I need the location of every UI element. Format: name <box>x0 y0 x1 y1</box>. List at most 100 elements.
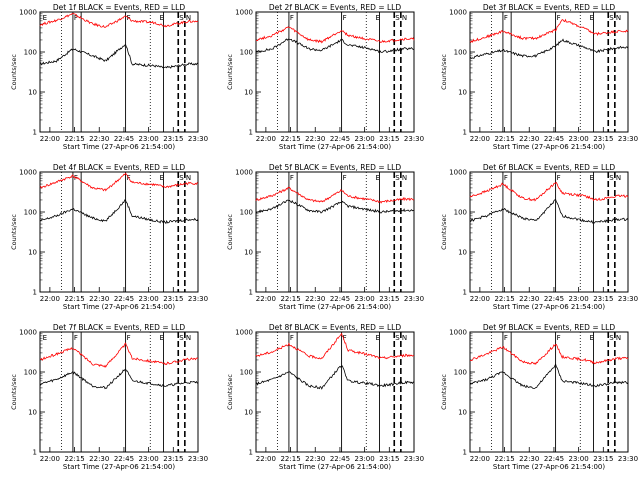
y-axis-label: Counts/sec <box>226 214 234 250</box>
y-tick-label: 100 <box>240 49 253 57</box>
event-marker: E <box>160 334 164 342</box>
event-marker: E <box>376 174 380 182</box>
detector-chart-9: Det 9f BLACK = Events, RED = LLD 1 10 100 10… <box>440 323 638 471</box>
plot-frame <box>255 11 415 133</box>
y-axis-label: Counts/sec <box>226 54 234 90</box>
x-axis-label: Start Time (27-Apr-06 21:54:00) <box>63 303 175 311</box>
event-marker: N <box>616 14 621 22</box>
chart-title: Det 5f BLACK = Events, RED = LLD <box>269 163 402 172</box>
x-tick-label: 22:15 <box>494 135 514 143</box>
y-axis-label: Counts/sec <box>10 54 18 90</box>
plot-frame <box>255 331 415 453</box>
chart-title: Det 9f BLACK = Events, RED = LLD <box>483 323 616 332</box>
y-tick-label: 1000 <box>235 329 253 337</box>
x-axis-label: Start Time (27-Apr-06 21:54:00) <box>279 303 391 311</box>
detector-chart-5: Det 5f BLACK = Events, RED = LLD 1 10 100 10… <box>226 163 424 311</box>
y-tick-label: 10 <box>244 409 253 417</box>
y-tick-label: 1000 <box>449 329 467 337</box>
events-series-line <box>255 199 415 214</box>
x-tick-label: 22:45 <box>544 135 564 143</box>
x-tick-label: 22:30 <box>305 295 325 303</box>
x-tick-label: 23:30 <box>188 295 208 303</box>
x-tick-label: 23:30 <box>404 455 424 463</box>
x-tick-label: 22:30 <box>519 455 539 463</box>
y-tick-label: 1000 <box>19 9 37 17</box>
events-series-line <box>255 365 415 390</box>
y-tick-label: 100 <box>240 209 253 217</box>
x-tick-label: 23:00 <box>139 455 159 463</box>
y-tick-label: 10 <box>28 89 37 97</box>
plot-frame <box>39 171 199 293</box>
x-tick-label: 22:15 <box>64 455 84 463</box>
events-series-line <box>469 362 629 390</box>
x-tick-label: 22:45 <box>114 135 134 143</box>
x-tick-label: 23:15 <box>593 135 613 143</box>
detector-chart-3: Det 3f BLACK = Events, RED = LLD 1 10 100 10… <box>440 3 638 151</box>
x-tick-label: 22:00 <box>40 455 60 463</box>
x-tick-label: 22:30 <box>89 455 109 463</box>
x-axis-label: Start Time (27-Apr-06 21:54:00) <box>493 463 605 471</box>
y-tick-label: 100 <box>24 369 37 377</box>
x-tick-label: 22:30 <box>519 135 539 143</box>
x-tick-label: 23:00 <box>355 295 375 303</box>
y-tick-label: 10 <box>244 89 253 97</box>
x-tick-label: 23:00 <box>569 135 589 143</box>
y-tick-label: 1 <box>463 449 467 457</box>
x-tick-label: 23:15 <box>163 135 183 143</box>
detector-chart-4: Det 4f BLACK = Events, RED = LLD 1 10 100 10… <box>10 163 208 311</box>
x-tick-label: 22:30 <box>519 295 539 303</box>
x-tick-label: 22:00 <box>256 455 276 463</box>
event-marker: F <box>504 14 508 22</box>
x-tick-label: 22:00 <box>256 135 276 143</box>
y-axis-label: Counts/sec <box>226 374 234 410</box>
x-tick-label: 23:30 <box>188 455 208 463</box>
event-marker: E <box>590 174 594 182</box>
event-marker: E <box>376 14 380 22</box>
x-tick-label: 22:00 <box>40 295 60 303</box>
y-tick-label: 100 <box>454 49 467 57</box>
events-series-line <box>470 198 629 224</box>
event-marker: N <box>186 334 191 342</box>
y-tick-label: 100 <box>454 369 467 377</box>
event-marker: F <box>290 14 294 22</box>
x-tick-label: 23:15 <box>379 295 399 303</box>
y-tick-label: 1 <box>463 129 467 137</box>
y-tick-label: 1 <box>33 289 37 297</box>
y-tick-label: 100 <box>24 209 37 217</box>
events-series-line <box>39 368 199 390</box>
y-axis-label: Counts/sec <box>440 374 448 410</box>
x-tick-label: 23:00 <box>355 135 375 143</box>
x-tick-label: 23:15 <box>163 295 183 303</box>
x-tick-label: 22:45 <box>330 455 350 463</box>
x-tick-label: 22:15 <box>64 295 84 303</box>
x-tick-label: 23:00 <box>355 455 375 463</box>
lld-series-line <box>255 186 415 204</box>
event-marker: S <box>609 14 614 22</box>
detector-chart-8: Det 8f BLACK = Events, RED = LLD 1 10 100 10… <box>226 323 424 471</box>
x-tick-label: 22:00 <box>470 135 490 143</box>
x-tick-label: 23:30 <box>618 135 638 143</box>
chart-title: Det 4f BLACK = Events, RED = LLD <box>53 163 186 172</box>
event-marker: F <box>504 334 508 342</box>
event-marker: E <box>160 174 164 182</box>
x-tick-label: 23:30 <box>404 295 424 303</box>
plot-frame <box>255 171 415 293</box>
x-tick-label: 23:30 <box>188 135 208 143</box>
lld-series-line <box>39 12 199 28</box>
lld-series-line <box>39 342 199 368</box>
y-axis-label: Counts/sec <box>10 374 18 410</box>
x-tick-label: 23:15 <box>593 295 613 303</box>
event-marker: E <box>160 14 164 22</box>
event-marker: F <box>290 174 294 182</box>
event-marker: S <box>179 174 184 182</box>
plot-frame <box>469 11 629 133</box>
event-marker: F <box>504 174 508 182</box>
x-tick-label: 22:00 <box>470 295 490 303</box>
plot-frame <box>39 11 199 133</box>
y-tick-label: 1000 <box>235 169 253 177</box>
x-tick-label: 23:15 <box>379 455 399 463</box>
event-marker: E <box>43 334 47 342</box>
y-tick-label: 10 <box>28 249 37 257</box>
y-tick-label: 1000 <box>19 329 37 337</box>
events-series-line <box>39 199 199 225</box>
